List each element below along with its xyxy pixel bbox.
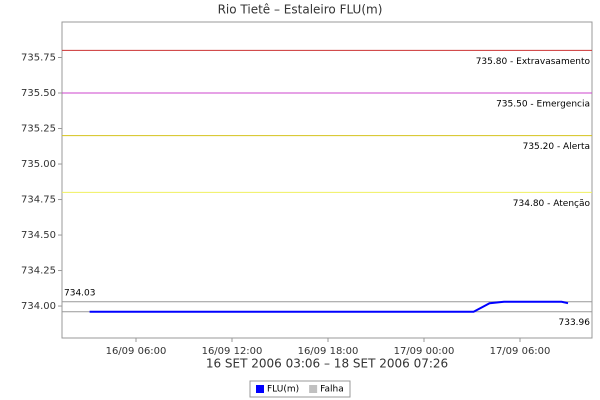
y-tick-label: 735.50: [21, 88, 56, 99]
x-tick-label: 17/09 00:00: [394, 346, 455, 357]
data-line: [89, 300, 569, 313]
range-label: 734.03: [64, 288, 96, 298]
x-tick-label: 17/09 06:00: [490, 346, 551, 357]
y-tick-label: 735.00: [21, 159, 56, 170]
x-tick-label: 16/09 12:00: [202, 346, 263, 357]
threshold-label: 735.80 - Extravasamento: [476, 57, 591, 67]
threshold-label: 735.50 - Emergencia: [496, 100, 590, 110]
y-tick-label: 735.75: [21, 53, 56, 64]
y-tick-label: 734.25: [21, 266, 56, 277]
chart-title: Rio Tietê – Estaleiro FLU(m): [218, 3, 383, 17]
legend-label: Falha: [320, 385, 344, 395]
threshold-label: 735.20 - Alerta: [523, 142, 590, 152]
y-tick-label: 734.50: [21, 230, 56, 241]
x-tick-label: 16/09 18:00: [298, 346, 359, 357]
y-tick-label: 734.75: [21, 195, 56, 206]
legend-box: [249, 380, 351, 398]
legend-swatch: [309, 385, 318, 393]
y-tick-label: 735.25: [21, 124, 56, 135]
y-tick-label: 734.00: [21, 301, 56, 312]
x-axis-label: 16 SET 2006 03:06 – 18 SET 2006 07:26: [206, 357, 448, 371]
legend-swatch: [256, 385, 264, 393]
threshold-label: 734.80 - Atenção: [513, 199, 591, 209]
plot-frame: [61, 21, 593, 339]
x-tick-label: 16/09 06:00: [106, 346, 167, 357]
legend-label: FLU(m): [267, 385, 299, 395]
range-label: 733.96: [559, 318, 591, 328]
